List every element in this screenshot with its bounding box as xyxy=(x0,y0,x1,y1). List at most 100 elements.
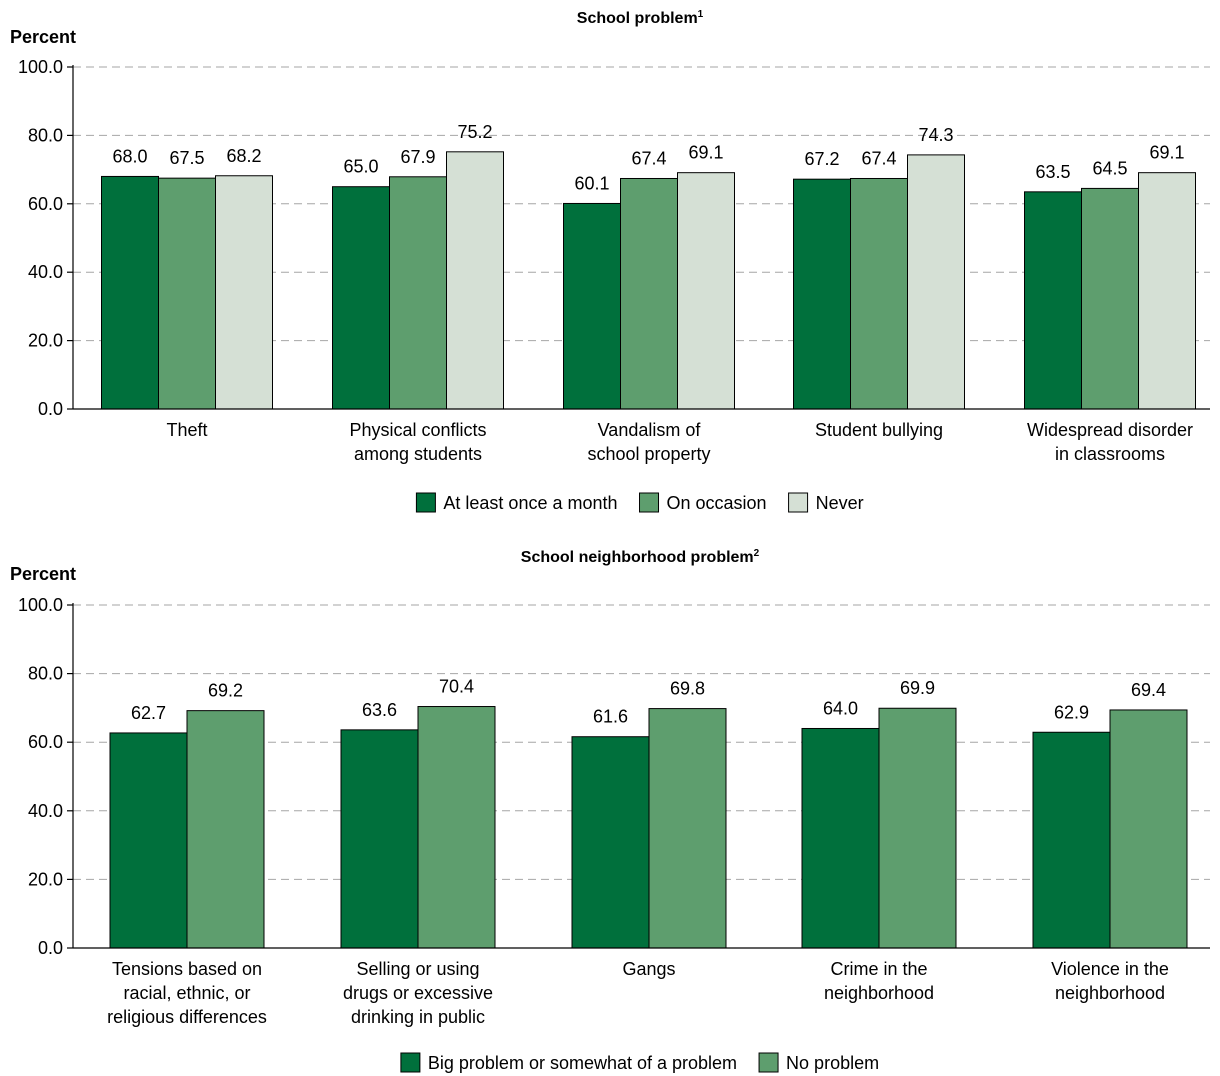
data-label: 69.4 xyxy=(1131,680,1166,700)
chart-title: School neighborhood problem2 xyxy=(521,548,760,566)
bar xyxy=(1032,731,1111,949)
bar xyxy=(648,708,727,949)
bar xyxy=(620,177,678,410)
data-label: 62.9 xyxy=(1054,702,1089,722)
bar xyxy=(878,707,957,949)
bar xyxy=(186,710,265,949)
category-label: Theft xyxy=(166,420,207,440)
legend-swatch xyxy=(639,492,660,513)
legend-label: On occasion xyxy=(667,493,767,513)
category-label: Violence in the xyxy=(1051,959,1169,979)
data-label: 69.1 xyxy=(1149,143,1184,163)
data-label: 67.5 xyxy=(169,148,204,168)
y-tick-label: 40.0 xyxy=(28,801,63,821)
data-label: 70.4 xyxy=(439,677,474,697)
y-tick-label: 100.0 xyxy=(18,595,63,615)
bar xyxy=(1081,187,1139,410)
legend-label: At least once a month xyxy=(443,493,617,513)
data-label: 68.0 xyxy=(112,146,147,166)
y-tick-label: 80.0 xyxy=(28,125,63,145)
y-tick-label: 100.0 xyxy=(18,57,63,77)
bar xyxy=(850,177,908,410)
category-label: in classrooms xyxy=(1055,444,1165,464)
bar xyxy=(571,736,650,949)
bar xyxy=(1109,709,1188,949)
data-label: 69.8 xyxy=(670,679,705,699)
data-label: 60.1 xyxy=(574,173,609,193)
bar xyxy=(389,176,447,410)
legend: At least once a month On occasion Never xyxy=(415,492,864,513)
category-label: among students xyxy=(354,444,482,464)
data-label: 69.1 xyxy=(688,143,723,163)
title-footnote: 1 xyxy=(698,9,704,20)
data-label: 61.6 xyxy=(593,707,628,727)
data-label: 67.9 xyxy=(400,147,435,167)
bar xyxy=(1024,191,1082,410)
data-label: 64.5 xyxy=(1092,158,1127,178)
category-label: racial, ethnic, or xyxy=(123,983,250,1003)
category-label: Tensions based on xyxy=(112,959,262,979)
data-label: 62.7 xyxy=(131,703,166,723)
data-label: 67.4 xyxy=(631,148,666,168)
y-tick-label: 20.0 xyxy=(28,331,63,351)
category-label: neighborhood xyxy=(824,983,934,1003)
bar xyxy=(340,729,419,949)
category-label: Student bullying xyxy=(815,420,943,440)
category-label: neighborhood xyxy=(1055,983,1165,1003)
category-label: drugs or excessive xyxy=(343,983,493,1003)
y-tick-label: 60.0 xyxy=(28,194,63,214)
chart-2: School neighborhood problem2 Percent 0.0 20… xyxy=(10,548,1210,1073)
category-label: Crime in the xyxy=(830,959,927,979)
data-label: 65.0 xyxy=(343,157,378,177)
title-footnote: 2 xyxy=(754,548,760,559)
data-label: 63.6 xyxy=(362,700,397,720)
y-tick-label: 60.0 xyxy=(28,732,63,752)
category-label: school property xyxy=(587,444,710,464)
legend-swatch xyxy=(415,492,436,513)
legend-swatch xyxy=(758,1052,779,1073)
y-axis-label: Percent xyxy=(10,27,76,47)
data-label: 68.2 xyxy=(226,146,261,166)
bar xyxy=(215,175,273,410)
bar xyxy=(1138,172,1196,410)
bar xyxy=(446,151,504,410)
category-label: Vandalism of xyxy=(598,420,702,440)
legend-label: Never xyxy=(816,493,864,513)
y-tick-label: 0.0 xyxy=(38,399,63,419)
bar xyxy=(563,202,621,410)
bar xyxy=(417,706,496,949)
data-label: 75.2 xyxy=(457,122,492,142)
data-label: 63.5 xyxy=(1035,162,1070,182)
category-label: religious differences xyxy=(107,1007,267,1027)
data-label: 67.2 xyxy=(804,149,839,169)
category-label: Gangs xyxy=(622,959,675,979)
legend: Big problem or somewhat of a problem No p… xyxy=(400,1052,879,1073)
data-label: 74.3 xyxy=(918,125,953,145)
data-label: 64.0 xyxy=(823,698,858,718)
bar xyxy=(793,178,851,410)
bar xyxy=(801,727,880,949)
bar xyxy=(158,177,216,410)
bar xyxy=(101,175,159,410)
data-label: 67.4 xyxy=(861,148,896,168)
data-label: 69.2 xyxy=(208,681,243,701)
legend-label: No problem xyxy=(786,1053,879,1073)
legend-label: Big problem or somewhat of a problem xyxy=(428,1053,737,1073)
category-label: Physical conflicts xyxy=(349,420,486,440)
bar xyxy=(907,154,965,410)
y-tick-label: 40.0 xyxy=(28,262,63,282)
category-label: Selling or using xyxy=(356,959,479,979)
bar xyxy=(109,732,188,949)
chart-title: School problem1 xyxy=(577,9,704,27)
legend-swatch xyxy=(788,492,809,513)
category-label: Widespread disorder xyxy=(1027,420,1193,440)
y-tick-label: 0.0 xyxy=(38,938,63,958)
y-axis-label: Percent xyxy=(10,564,76,584)
bar xyxy=(332,186,390,410)
y-tick-label: 80.0 xyxy=(28,664,63,684)
category-label: drinking in public xyxy=(351,1007,485,1027)
bar xyxy=(677,172,735,410)
data-label: 69.9 xyxy=(900,678,935,698)
